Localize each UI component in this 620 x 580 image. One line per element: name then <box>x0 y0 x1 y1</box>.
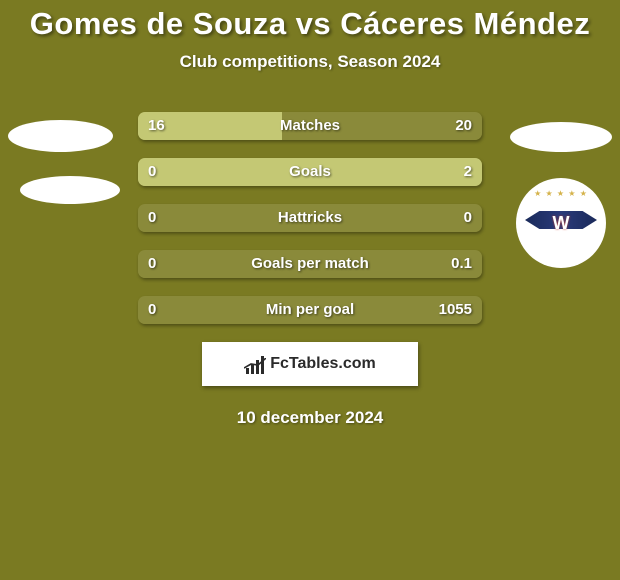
page-subtitle: Club competitions, Season 2024 <box>0 52 620 72</box>
stat-right-value: 0.1 <box>451 250 472 278</box>
stat-right-value: 0 <box>464 204 472 232</box>
stat-bar-row: 0Min per goal1055 <box>138 296 482 324</box>
right-club-badge-2: ★ ★ ★ ★ ★ W <box>516 178 606 268</box>
stat-name: Matches <box>138 112 482 140</box>
source-logo: FcTables.com <box>202 342 418 386</box>
stat-bar-row: 0Goals2 <box>138 158 482 186</box>
stat-bar-row: 0Goals per match0.1 <box>138 250 482 278</box>
stars-icon: ★ ★ ★ ★ ★ <box>533 189 589 198</box>
shield-icon: ★ ★ ★ ★ ★ W <box>533 199 589 247</box>
left-club-badge-1 <box>8 120 113 152</box>
date-label: 10 december 2024 <box>0 408 620 428</box>
source-logo-text: FcTables.com <box>270 355 376 373</box>
chart-icon <box>244 354 266 374</box>
stat-bars: 16Matches200Goals20Hattricks00Goals per … <box>138 112 482 324</box>
stat-name: Min per goal <box>138 296 482 324</box>
stat-right-value: 1055 <box>439 296 472 324</box>
stat-name: Goals <box>138 158 482 186</box>
shield-letter: W <box>533 213 589 234</box>
stat-right-value: 2 <box>464 158 472 186</box>
right-club-badge-1 <box>510 122 612 152</box>
stat-name: Hattricks <box>138 204 482 232</box>
stat-right-value: 20 <box>455 112 472 140</box>
left-club-badge-2 <box>20 176 120 204</box>
infographic-root: Gomes de Souza vs Cáceres Méndez Club co… <box>0 0 620 580</box>
stat-bar-row: 0Hattricks0 <box>138 204 482 232</box>
stats-area: ★ ★ ★ ★ ★ W 16Matches200Goals20Hattricks… <box>0 112 620 324</box>
page-title: Gomes de Souza vs Cáceres Méndez <box>0 6 620 42</box>
stat-name: Goals per match <box>138 250 482 278</box>
stat-bar-row: 16Matches20 <box>138 112 482 140</box>
